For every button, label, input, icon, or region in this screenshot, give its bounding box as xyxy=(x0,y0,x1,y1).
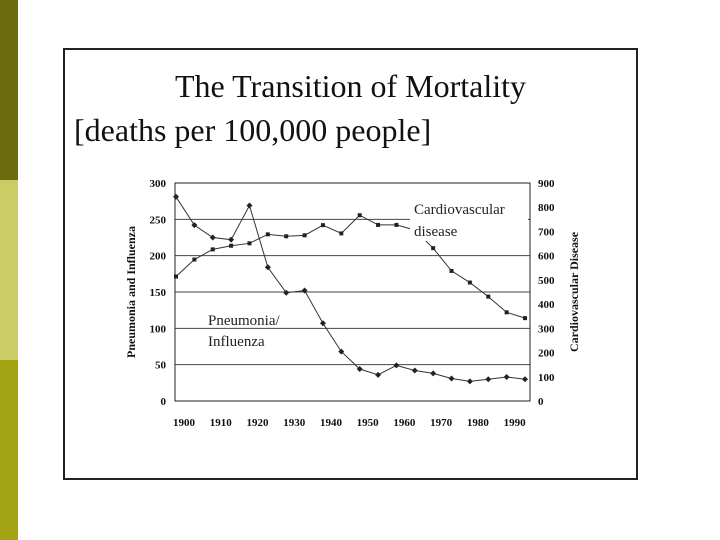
data-point-square xyxy=(247,241,252,246)
data-point-diamond xyxy=(191,222,198,229)
annotation-cardio-line1: Cardiovascular xyxy=(414,202,505,218)
y-right-tick-label: 800 xyxy=(538,202,555,214)
data-point-square xyxy=(394,222,399,227)
x-tick-label: 1960 xyxy=(393,417,416,429)
data-point-square xyxy=(376,222,381,227)
data-point-diamond xyxy=(264,264,271,271)
annotation-pneumonia-line1: Pneumonia/ xyxy=(208,313,280,329)
data-point-diamond xyxy=(209,234,216,241)
y-left-tick-label: 250 xyxy=(150,214,167,226)
data-point-diamond xyxy=(430,370,437,377)
annotation-cardio-bg xyxy=(410,195,528,241)
data-point-diamond xyxy=(522,376,528,383)
left-strip-dark xyxy=(0,0,18,180)
plot-area xyxy=(174,182,531,402)
data-point-diamond xyxy=(356,366,363,373)
x-tick-label: 1910 xyxy=(210,417,233,429)
data-point-diamond xyxy=(173,193,179,200)
data-point-square xyxy=(210,247,215,252)
left-strip-light xyxy=(0,180,18,360)
data-point-square xyxy=(431,246,436,251)
y-left-tick-label: 0 xyxy=(161,396,167,408)
y-right-tick-label: 300 xyxy=(538,323,555,335)
data-point-diamond xyxy=(393,362,400,369)
x-tick-label: 1930 xyxy=(283,417,306,429)
y-left-tick-label: 150 xyxy=(150,287,167,299)
y-right-tick-label: 500 xyxy=(538,275,555,287)
x-tick-label: 1970 xyxy=(430,417,453,429)
left-strip-olive xyxy=(0,360,18,540)
data-point-square xyxy=(357,213,362,218)
chart-title-line2: [deaths per 100,000 people] xyxy=(74,112,432,148)
figure-frame xyxy=(63,48,638,480)
data-point-square xyxy=(320,223,325,228)
y-left-axis-label: Pneumonia and Influenza xyxy=(124,226,138,358)
y-right-tick-label: 900 xyxy=(538,178,555,190)
data-point-square xyxy=(504,310,509,315)
x-tick-label: 1980 xyxy=(467,417,490,429)
data-point-diamond xyxy=(301,287,308,294)
data-point-square xyxy=(174,274,178,279)
data-point-diamond xyxy=(319,320,326,327)
y-right-tick-label: 700 xyxy=(538,226,555,238)
annotation-pneumonia-line2: Influenza xyxy=(208,334,265,350)
y-right-tick-label: 100 xyxy=(538,372,555,384)
data-point-square xyxy=(486,294,491,299)
data-point-diamond xyxy=(338,348,345,355)
data-point-diamond xyxy=(503,374,510,381)
data-point-diamond xyxy=(246,202,253,209)
data-point-square xyxy=(192,257,197,262)
y-left-tick-label: 100 xyxy=(150,323,167,335)
y-right-tick-label: 0 xyxy=(538,396,544,408)
data-point-square xyxy=(229,243,234,248)
x-tick-label: 1900 xyxy=(173,417,196,429)
data-point-diamond xyxy=(485,376,492,383)
data-point-square xyxy=(523,316,527,321)
annotation-cardio-line2: disease xyxy=(414,224,458,240)
data-point-square xyxy=(339,231,344,236)
data-point-diamond xyxy=(448,375,455,382)
data-point-diamond xyxy=(375,371,382,378)
data-point-diamond xyxy=(283,289,290,296)
data-point-square xyxy=(302,233,307,238)
x-tick-label: 1950 xyxy=(357,417,380,429)
y-left-tick-label: 200 xyxy=(150,251,167,263)
y-right-tick-label: 400 xyxy=(538,299,555,311)
series-line xyxy=(175,214,526,319)
chart-title-line1: The Transition of Mortality xyxy=(174,68,527,104)
data-point-square xyxy=(467,280,472,285)
series-line xyxy=(175,196,526,382)
y-left-tick-label: 300 xyxy=(150,178,167,190)
x-tick-label: 1920 xyxy=(246,417,269,429)
data-point-square xyxy=(284,234,289,239)
x-tick-label: 1940 xyxy=(320,417,343,429)
y-right-axis-label: Cardiovascular Disease xyxy=(567,231,581,352)
y-left-tick-label: 50 xyxy=(155,360,167,372)
data-point-square xyxy=(449,268,454,273)
x-tick-label: 1990 xyxy=(504,417,527,429)
data-point-diamond xyxy=(411,367,418,374)
data-point-square xyxy=(265,232,270,237)
y-right-tick-label: 200 xyxy=(538,348,555,360)
y-right-tick-label: 600 xyxy=(538,251,555,263)
data-point-diamond xyxy=(228,236,235,243)
data-point-diamond xyxy=(466,378,473,385)
